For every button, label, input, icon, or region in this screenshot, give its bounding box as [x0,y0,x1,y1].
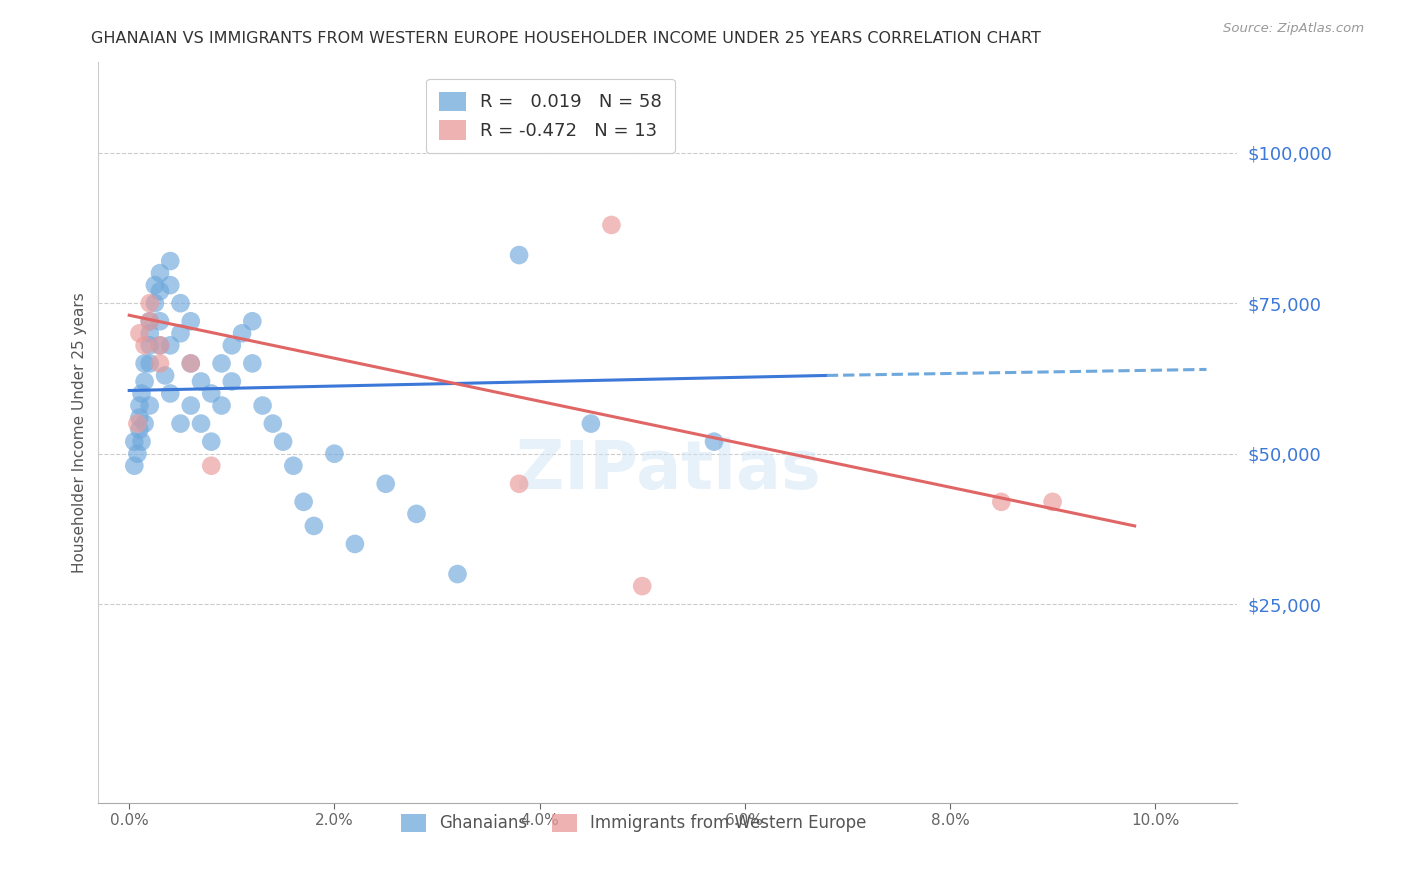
Point [131,386,153,401]
Point [149,266,172,280]
Point [138,338,160,352]
Point [149,338,172,352]
Point [159,254,181,268]
Point [200,386,222,401]
Point [292,495,315,509]
Point [169,296,191,310]
Text: ZIPatlas: ZIPatlas [516,437,820,502]
Point [127,447,149,461]
Point [180,314,202,328]
Point [149,314,172,328]
Point [128,399,150,413]
Point [124,434,146,449]
Point [149,356,172,370]
Point [302,519,325,533]
Point [128,423,150,437]
Point [159,338,181,352]
Point [169,326,191,341]
Point [631,579,654,593]
Point [990,495,1012,509]
Point [128,410,150,425]
Point [190,417,212,431]
Point [159,386,181,401]
Point [211,356,233,370]
Point [180,356,202,370]
Point [221,375,243,389]
Legend: Ghanaians, Immigrants from Western Europe: Ghanaians, Immigrants from Western Europ… [394,807,873,838]
Point [180,356,202,370]
Point [343,537,366,551]
Point [138,326,160,341]
Point [262,417,284,431]
Point [252,399,274,413]
Point [149,284,172,298]
Point [200,434,222,449]
Point [143,278,166,293]
Point [134,375,156,389]
Text: Source: ZipAtlas.com: Source: ZipAtlas.com [1223,22,1364,36]
Point [323,447,346,461]
Point [134,338,156,352]
Point [134,356,156,370]
Point [271,434,294,449]
Point [508,248,530,262]
Point [374,476,396,491]
Point [180,399,202,413]
Y-axis label: Householder Income Under 25 years: Householder Income Under 25 years [72,293,87,573]
Point [579,417,602,431]
Point [703,434,725,449]
Point [127,417,149,431]
Point [190,375,212,389]
Point [153,368,176,383]
Point [138,296,160,310]
Point [169,417,191,431]
Point [221,338,243,352]
Point [1042,495,1064,509]
Text: GHANAIAN VS IMMIGRANTS FROM WESTERN EUROPE HOUSEHOLDER INCOME UNDER 25 YEARS COR: GHANAIAN VS IMMIGRANTS FROM WESTERN EURO… [91,31,1042,46]
Point [405,507,427,521]
Point [138,314,160,328]
Point [143,296,166,310]
Point [134,417,156,431]
Point [200,458,222,473]
Point [231,326,253,341]
Point [211,399,233,413]
Point [124,458,146,473]
Point [138,356,160,370]
Point [128,326,150,341]
Point [149,338,172,352]
Point [240,356,263,370]
Point [138,314,160,328]
Point [446,567,468,582]
Point [283,458,305,473]
Point [138,399,160,413]
Point [240,314,263,328]
Point [600,218,623,232]
Point [508,476,530,491]
Point [131,434,153,449]
Point [159,278,181,293]
